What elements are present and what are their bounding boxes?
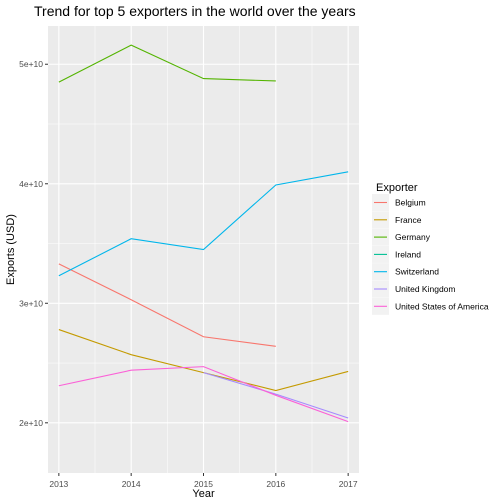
y-tick-label: 5e+10 [19,59,43,69]
y-axis-ticks: 2e+10 3e+10 4e+10 5e+10 [19,59,48,428]
x-axis-label: Year [192,488,215,500]
x-tick-label: 2013 [49,479,68,489]
series-line-united-states-of-america [58,366,349,423]
legend-title: Exporter [376,182,418,194]
y-tick-label: 3e+10 [19,298,43,308]
series-line-germany [58,44,276,83]
chart-title: Trend for top 5 exporters in the world o… [34,3,356,19]
legend-label-belgium: Belgium [395,198,426,208]
series-line-switzerland [58,171,349,277]
y-tick-label: 4e+10 [19,179,43,189]
series-line-united-kingdom [203,372,349,419]
legend-label-united-states-of-america: United States of America [395,301,489,311]
x-tick-label: 2016 [266,479,285,489]
legend-label-france: France [395,215,422,225]
series-line-belgium [58,263,276,347]
legend-items: Belgium France Germany Ireland Switzerland Un… [372,194,489,315]
legend-label-united-kingdom: United Kingdom [395,284,455,294]
legend-label-germany: Germany [395,232,431,242]
y-tick-label: 2e+10 [19,418,43,428]
y-axis-label: Exports (USD) [5,214,17,285]
x-tick-label: 2014 [122,479,141,489]
legend-label-switzerland: Switzerland [395,267,439,277]
x-tick-label: 2017 [339,479,358,489]
x-axis-ticks: 2013 2014 2015 2016 2017 [49,473,358,489]
series-lines [58,44,349,423]
legend-label-ireland: Ireland [395,249,421,259]
x-tick-label: 2015 [194,479,213,489]
legend: Exporter Belgium France Germany Ireland Swit… [372,182,489,315]
